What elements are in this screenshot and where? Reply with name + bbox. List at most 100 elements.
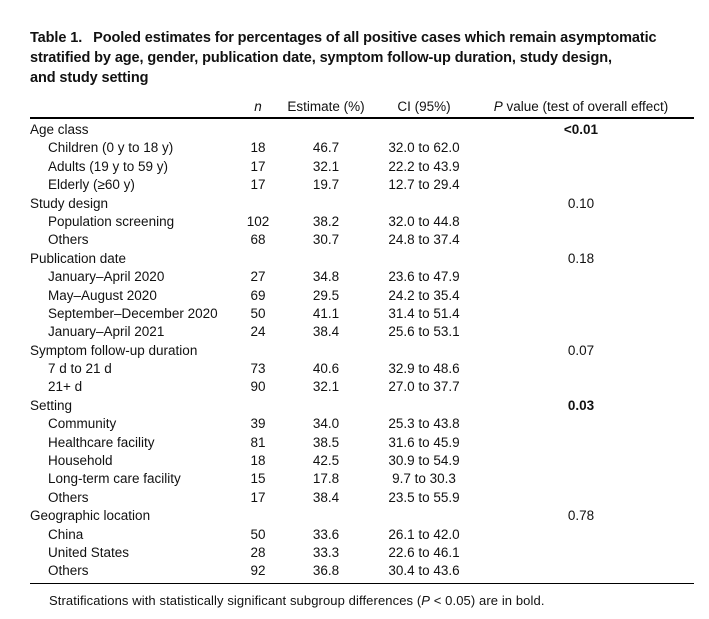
cell-estimate — [286, 250, 366, 268]
cell-n: 28 — [250, 544, 266, 560]
cell-estimate — [286, 195, 366, 213]
table-row: 21+ d 90 32.1 27.0 to 37.7 — [30, 378, 694, 396]
cell-pvalue — [482, 452, 694, 470]
cell-ci — [366, 121, 482, 139]
col-header-ci: CI (95%) — [397, 99, 451, 114]
cell-pvalue — [482, 434, 694, 452]
cell-n: 17 — [250, 158, 266, 174]
row-label: 7 d to 21 d — [48, 361, 112, 377]
cell-estimate: 32.1 — [312, 158, 340, 174]
cell-ci: 9.7 to 30.3 — [392, 471, 456, 487]
cell-ci: 23.6 to 47.9 — [388, 269, 460, 285]
cell-pvalue — [482, 323, 694, 341]
table-row: China 50 33.6 26.1 to 42.0 — [30, 526, 694, 544]
table-row: Others 68 30.7 24.8 to 37.4 — [30, 231, 694, 249]
row-label: September–December 2020 — [48, 305, 218, 321]
cell-ci: 30.4 to 43.6 — [388, 563, 460, 579]
cell-n: 18 — [250, 140, 266, 156]
row-label: Community — [48, 416, 117, 432]
row-label: Others — [48, 489, 89, 505]
cell-pvalue — [482, 305, 694, 323]
cell-estimate — [286, 507, 366, 525]
row-label: Setting — [30, 397, 73, 413]
cell-n: 24 — [250, 324, 266, 340]
row-label: Elderly (≥60 y) — [48, 177, 135, 193]
cell-estimate: 30.7 — [312, 232, 340, 248]
cell-pvalue: 0.10 — [567, 195, 595, 211]
cell-ci — [366, 342, 482, 360]
cell-n — [230, 397, 286, 415]
cell-estimate: 38.5 — [312, 434, 340, 450]
cell-n: 92 — [250, 563, 266, 579]
col-header-n: n — [230, 99, 286, 114]
cell-n: 50 — [250, 305, 266, 321]
cell-n: 73 — [250, 361, 266, 377]
cell-ci: 25.6 to 53.1 — [388, 324, 460, 340]
row-label: January–April 2020 — [48, 269, 165, 285]
cell-ci: 30.9 to 54.9 — [388, 453, 460, 469]
p-header-rest: value (test of overall effect) — [502, 99, 669, 114]
cell-n: 68 — [250, 232, 266, 248]
table-row: Elderly (≥60 y) 17 19.7 12.7 to 29.4 — [30, 176, 694, 194]
row-label: Healthcare facility — [48, 434, 155, 450]
cell-estimate: 36.8 — [312, 563, 340, 579]
cell-estimate: 19.7 — [312, 177, 340, 193]
table-group-row: Publication date 0.18 — [30, 250, 694, 268]
cell-estimate — [286, 342, 366, 360]
bottom-rule — [30, 582, 694, 585]
cell-ci: 32.0 to 62.0 — [388, 140, 460, 156]
cell-n — [230, 250, 286, 268]
title-line-1: Table 1. Pooled estimates for percentages… — [30, 28, 694, 48]
table-row: January–April 2021 24 38.4 25.6 to 53.1 — [30, 323, 694, 341]
cell-n — [230, 507, 286, 525]
table-header-row: n Estimate (%) CI (95%) P value (test of… — [30, 94, 694, 114]
cell-pvalue — [482, 139, 694, 157]
cell-n: 81 — [250, 434, 266, 450]
table-row: Others 17 38.4 23.5 to 55.9 — [30, 489, 694, 507]
row-label: Geographic location — [30, 508, 151, 524]
cell-n — [230, 342, 286, 360]
cell-pvalue — [482, 158, 694, 176]
cell-ci: 22.2 to 43.9 — [388, 158, 460, 174]
cell-n: 50 — [250, 526, 266, 542]
cell-estimate: 42.5 — [312, 453, 340, 469]
cell-n — [230, 195, 286, 213]
row-label: Long-term care facility — [48, 471, 181, 487]
table-group-row: Geographic location 0.78 — [30, 507, 694, 525]
table-group-row: Symptom follow-up duration 0.07 — [30, 342, 694, 360]
cell-pvalue: 0.18 — [567, 250, 595, 266]
cell-n: 18 — [250, 453, 266, 469]
cell-ci: 31.6 to 45.9 — [388, 434, 460, 450]
cell-ci — [366, 507, 482, 525]
cell-estimate: 34.8 — [312, 269, 340, 285]
cell-ci: 12.7 to 29.4 — [388, 177, 460, 193]
row-label: May–August 2020 — [48, 287, 157, 303]
cell-n: 102 — [246, 213, 270, 229]
footnote-p-symbol: P — [421, 593, 431, 609]
cell-estimate: 32.1 — [312, 379, 340, 395]
row-label: Others — [48, 232, 89, 248]
cell-pvalue — [482, 470, 694, 488]
cell-estimate: 29.5 — [312, 287, 340, 303]
n-symbol: n — [254, 99, 262, 114]
table-title: Table 1. Pooled estimates for percentages… — [30, 28, 694, 88]
cell-pvalue — [482, 287, 694, 305]
cell-ci — [366, 195, 482, 213]
row-label: Household — [48, 453, 113, 469]
cell-pvalue — [482, 489, 694, 507]
table-row: Long-term care facility 15 17.8 9.7 to 30.3 — [30, 470, 694, 488]
cell-ci: 23.5 to 55.9 — [388, 489, 460, 505]
cell-pvalue — [482, 526, 694, 544]
cell-n: 69 — [250, 287, 266, 303]
cell-n: 17 — [250, 489, 266, 505]
cell-estimate: 38.2 — [312, 213, 340, 229]
table-row: September–December 2020 50 41.1 31.4 to 51.… — [30, 305, 694, 323]
cell-pvalue: 0.07 — [567, 342, 595, 358]
p-symbol: P — [493, 99, 503, 114]
cell-pvalue: 0.78 — [567, 508, 595, 524]
table-group-row: Study design 0.10 — [30, 195, 694, 213]
cell-ci: 25.3 to 43.8 — [388, 416, 460, 432]
table-footnote: Stratifications with statistically signi… — [30, 593, 694, 608]
cell-estimate: 38.4 — [312, 324, 340, 340]
table-row: Household 18 42.5 30.9 to 54.9 — [30, 452, 694, 470]
